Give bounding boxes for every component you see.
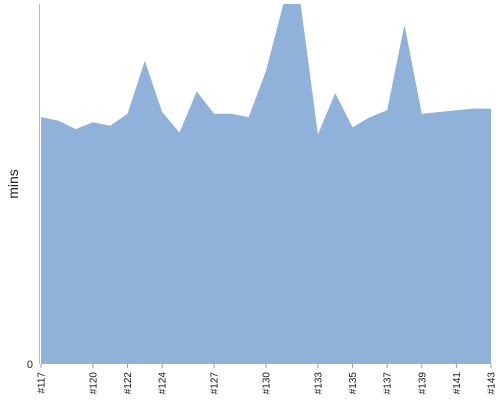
data-point xyxy=(56,119,60,123)
data-point xyxy=(402,23,406,27)
data-point xyxy=(281,2,285,6)
data-point xyxy=(177,131,181,135)
x-tick-label: #143 xyxy=(487,372,498,395)
data-point xyxy=(316,132,320,136)
data-point xyxy=(91,120,95,124)
y-tick-labels: 0 xyxy=(27,359,33,371)
x-tick-label: #139 xyxy=(417,372,428,395)
x-tick-label: #137 xyxy=(383,372,394,395)
data-point xyxy=(351,125,355,129)
x-tick-label: #135 xyxy=(348,372,359,395)
data-point xyxy=(108,124,112,128)
data-point xyxy=(437,110,441,114)
data-point xyxy=(454,108,458,112)
data-point xyxy=(195,89,199,93)
x-tick-label: #120 xyxy=(88,372,99,395)
x-tick-label: #122 xyxy=(123,372,134,395)
data-point xyxy=(126,112,130,116)
data-point xyxy=(489,107,493,111)
data-point xyxy=(299,2,303,6)
data-point xyxy=(160,110,164,114)
area-series xyxy=(41,4,491,364)
data-point xyxy=(264,69,268,73)
plot-area xyxy=(41,2,493,364)
data-point xyxy=(472,107,476,111)
data-point xyxy=(74,127,78,131)
x-tick-labels: #117 #120 #122 #124 #127 #130 #133 #135 #137 #139… xyxy=(37,364,498,394)
data-point xyxy=(385,108,389,112)
y-tick-label: 0 xyxy=(27,359,33,371)
data-point xyxy=(247,115,251,119)
data-point xyxy=(333,91,337,95)
x-tick-label: #117 xyxy=(37,372,48,394)
data-point xyxy=(212,112,216,116)
data-point xyxy=(368,115,372,119)
data-point xyxy=(229,112,233,116)
x-tick-label: #124 xyxy=(158,372,169,395)
x-tick-label: #141 xyxy=(452,372,463,395)
x-tick-label: #133 xyxy=(313,372,324,395)
data-point xyxy=(143,59,147,63)
y-axis-label: mins xyxy=(5,169,21,199)
x-tick-label: #127 xyxy=(210,372,221,395)
x-tick-label: #130 xyxy=(262,372,273,395)
data-point xyxy=(420,112,424,116)
